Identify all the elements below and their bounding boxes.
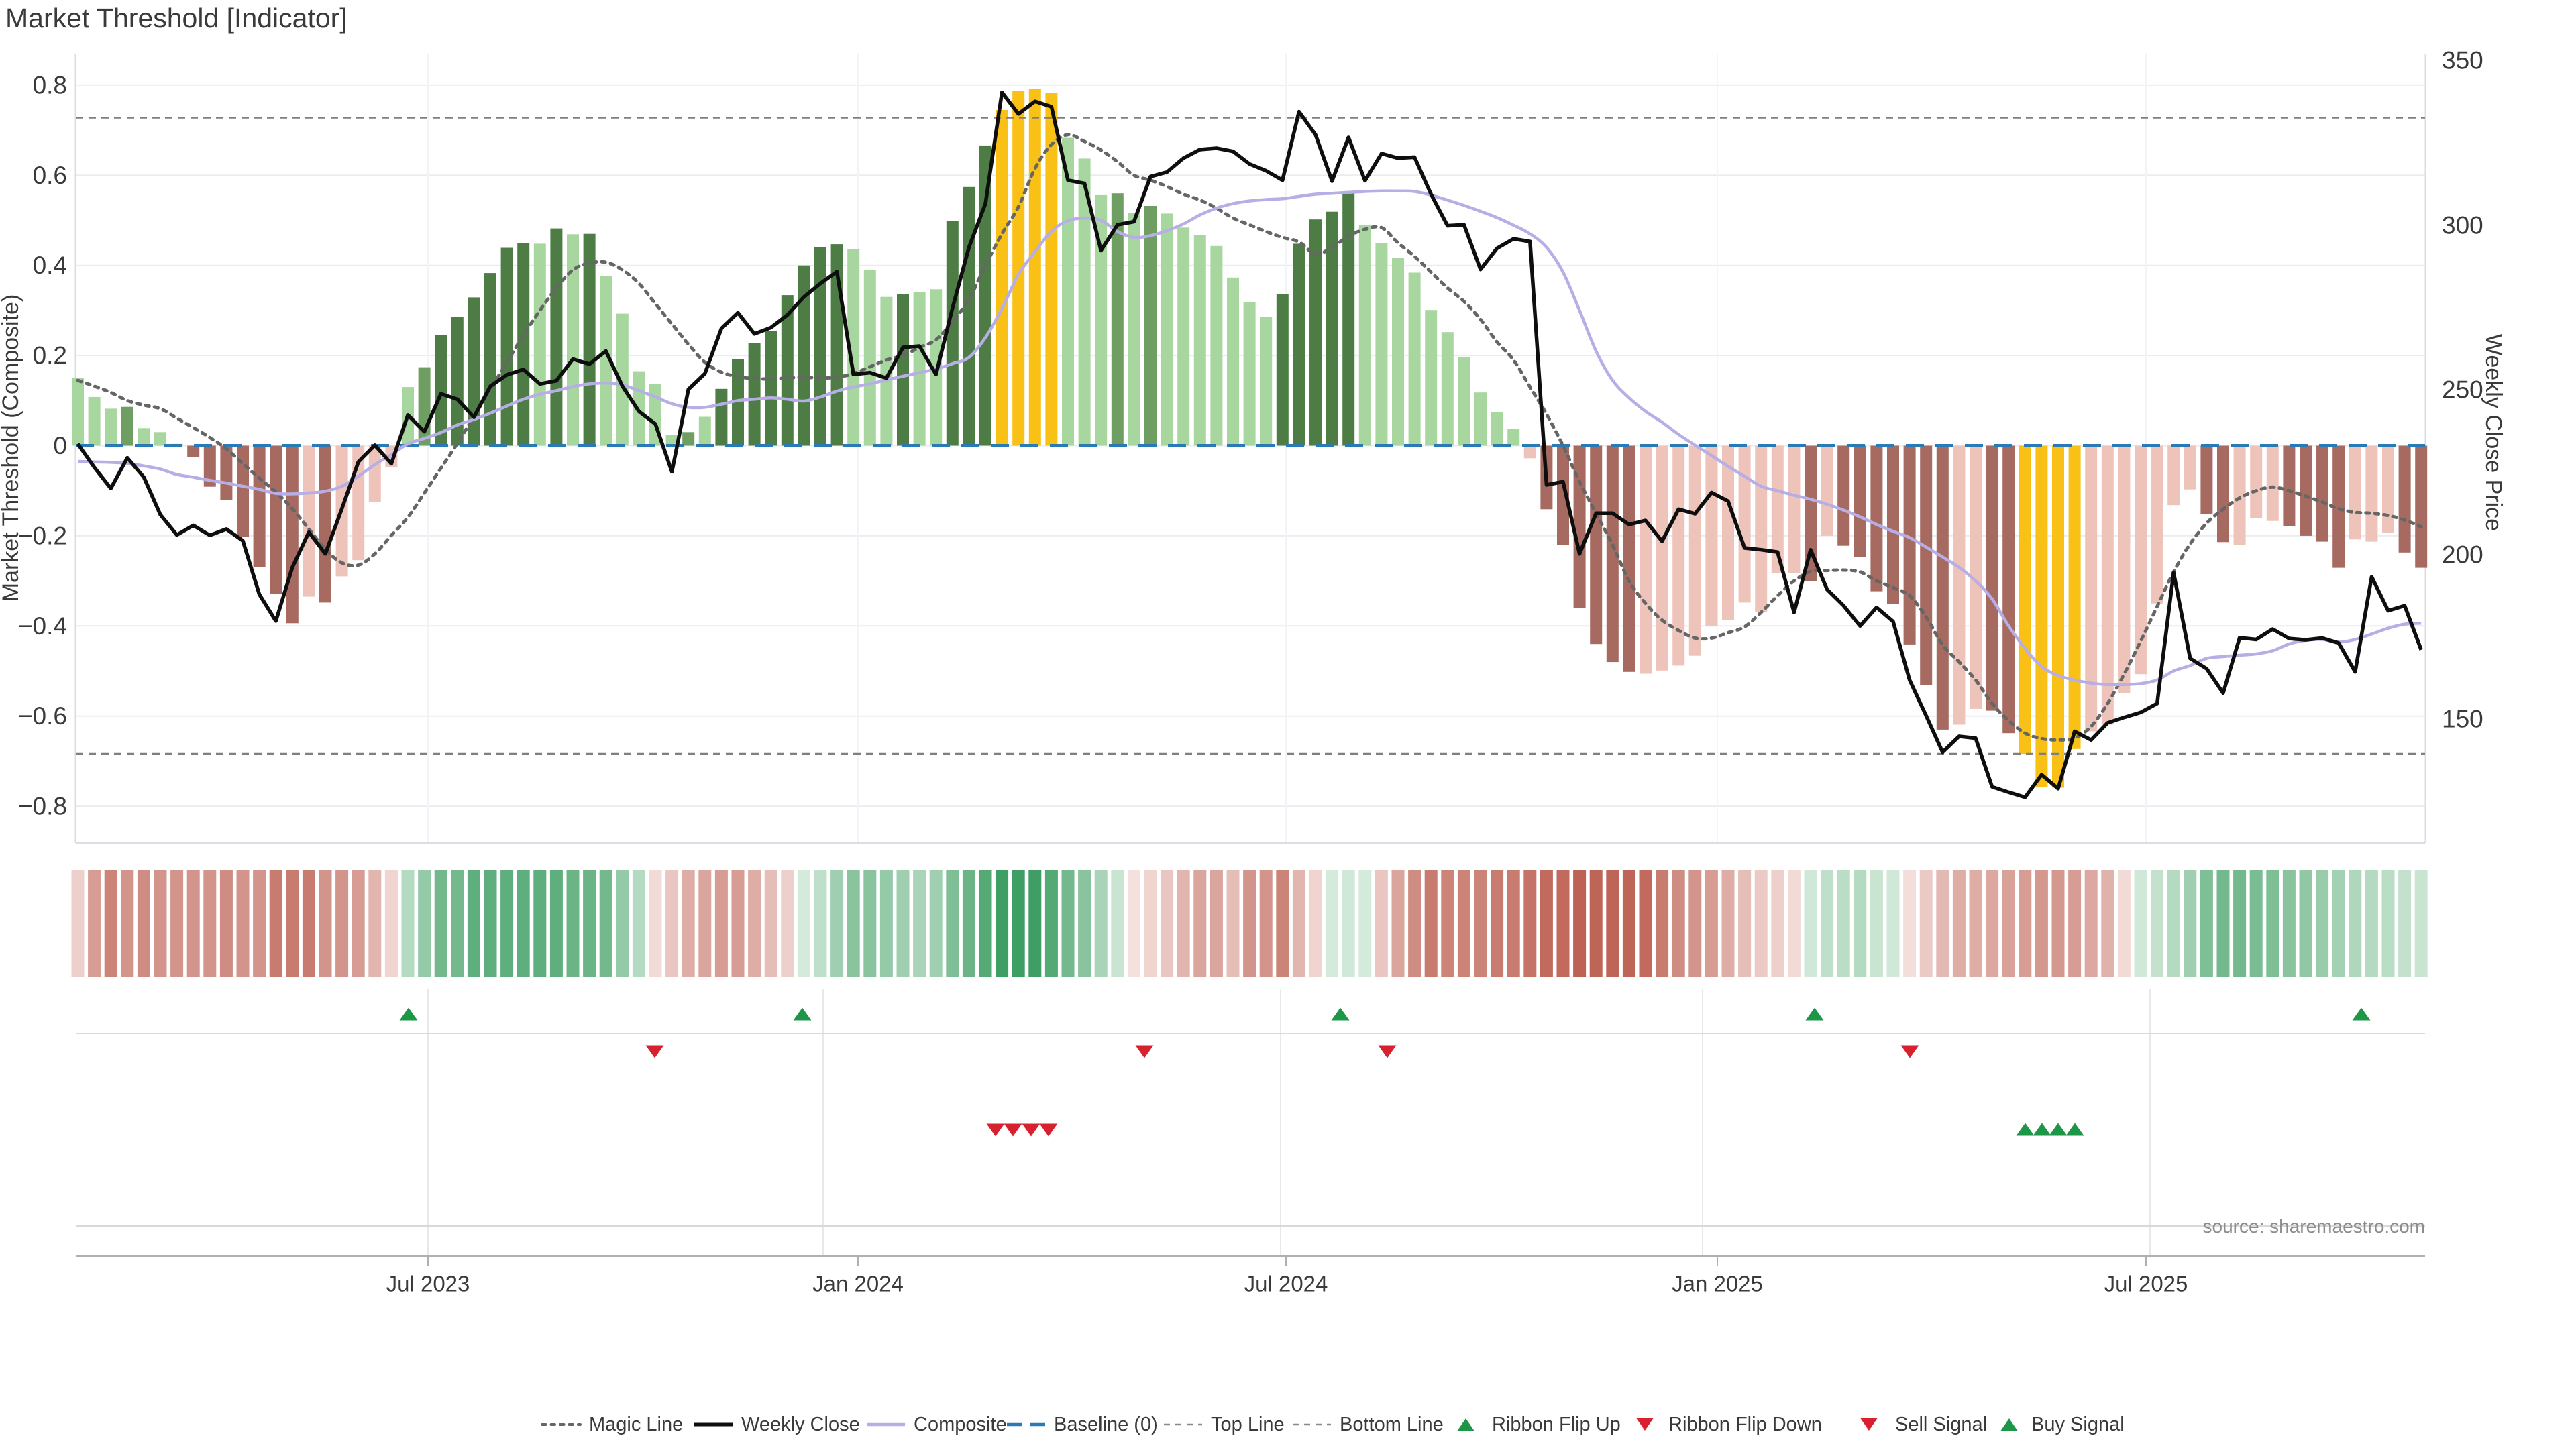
svg-text:300: 300 [2442, 212, 2483, 239]
svg-text:Weekly Close Price: Weekly Close Price [2481, 334, 2506, 531]
svg-text:Sell Signal: Sell Signal [1895, 1414, 1987, 1435]
svg-text:Jul 2025: Jul 2025 [2104, 1272, 2188, 1296]
svg-text:200: 200 [2442, 541, 2483, 569]
svg-text:Jul 2024: Jul 2024 [1244, 1272, 1328, 1296]
svg-text:−0.8: −0.8 [18, 793, 67, 820]
svg-text:Market Threshold (Composite): Market Threshold (Composite) [0, 294, 23, 602]
svg-text:350: 350 [2442, 47, 2483, 74]
svg-text:Bottom Line: Bottom Line [1340, 1414, 1444, 1435]
svg-text:Jan 2024: Jan 2024 [812, 1272, 904, 1296]
svg-text:Ribbon Flip Down: Ribbon Flip Down [1668, 1414, 1822, 1435]
svg-text:Magic Line: Magic Line [589, 1414, 683, 1435]
svg-text:Baseline (0): Baseline (0) [1054, 1414, 1158, 1435]
svg-text:0.6: 0.6 [33, 162, 67, 189]
svg-text:0.2: 0.2 [33, 342, 67, 370]
svg-text:−0.2: −0.2 [18, 522, 67, 549]
svg-text:150: 150 [2442, 706, 2483, 733]
svg-text:Ribbon Flip Up: Ribbon Flip Up [1492, 1414, 1621, 1435]
svg-text:250: 250 [2442, 376, 2483, 404]
svg-text:Buy Signal: Buy Signal [2031, 1414, 2125, 1435]
svg-text:Jul 2023: Jul 2023 [386, 1272, 470, 1296]
svg-text:Market Threshold [Indicator]: Market Threshold [Indicator] [5, 3, 347, 34]
svg-text:−0.4: −0.4 [18, 612, 67, 640]
svg-text:Jan 2025: Jan 2025 [1672, 1272, 1763, 1296]
svg-text:source: sharemaestro.com: source: sharemaestro.com [2203, 1216, 2425, 1237]
svg-text:Top Line: Top Line [1211, 1414, 1285, 1435]
svg-text:Composite: Composite [914, 1414, 1007, 1435]
svg-text:Weekly Close: Weekly Close [741, 1414, 860, 1435]
svg-text:0.4: 0.4 [33, 252, 67, 279]
svg-text:−0.6: −0.6 [18, 702, 67, 730]
svg-text:0.8: 0.8 [33, 71, 67, 99]
svg-text:0: 0 [53, 432, 67, 459]
